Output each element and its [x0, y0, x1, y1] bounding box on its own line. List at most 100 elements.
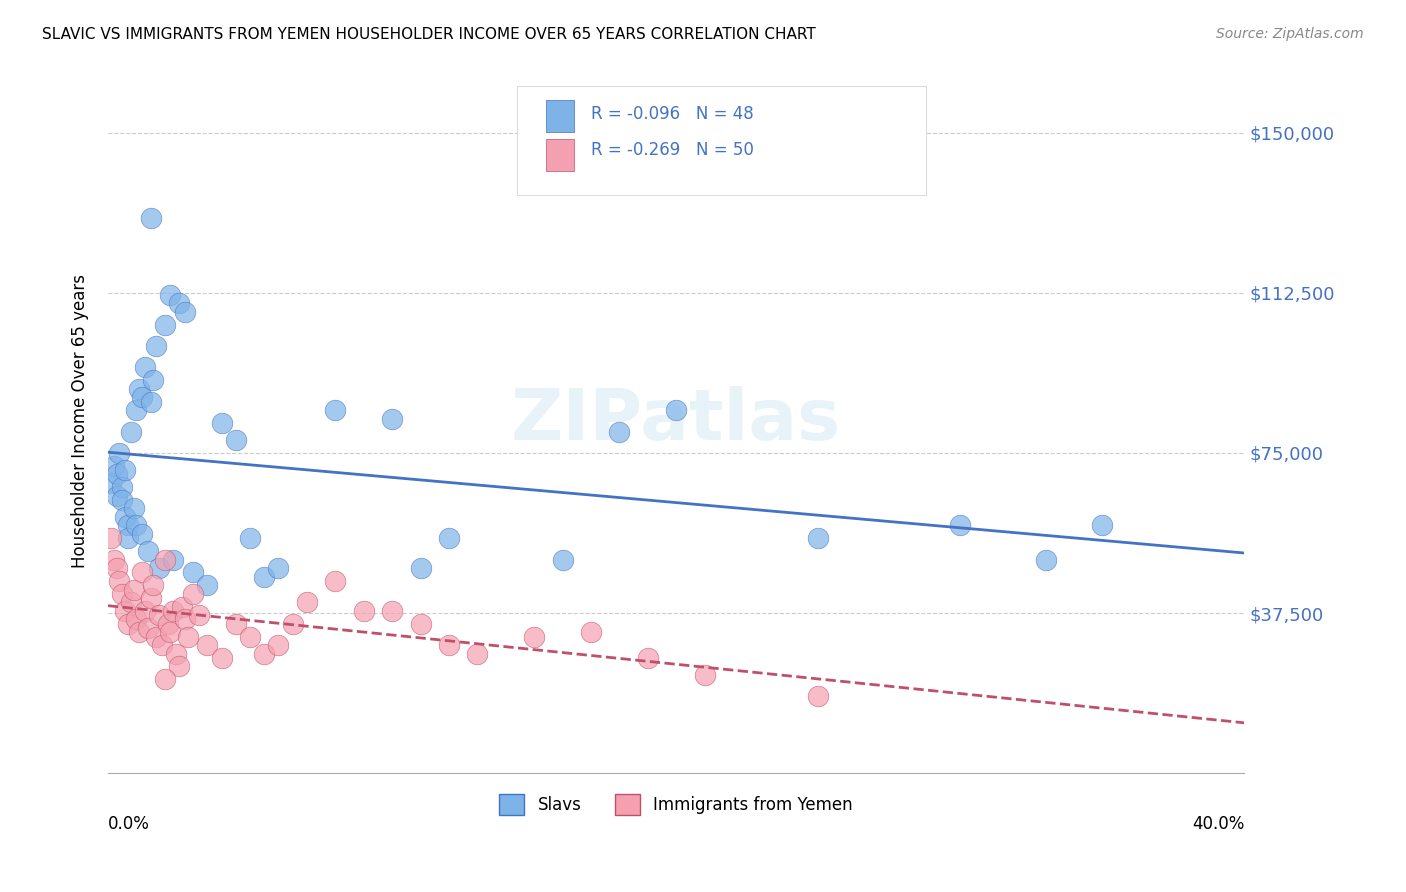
Point [145, 630, 167, 644]
Point [125, 612, 148, 626]
FancyBboxPatch shape [546, 100, 574, 132]
Point [148, 608, 170, 623]
Point [267, 638, 290, 652]
Point [437, 531, 460, 545]
Point [134, 360, 156, 375]
Point [111, 492, 134, 507]
Point [197, 578, 219, 592]
Point [239, 531, 262, 545]
Point [153, 672, 176, 686]
Point [167, 296, 190, 310]
Point [693, 668, 716, 682]
Point [239, 630, 262, 644]
Point [139, 211, 162, 225]
FancyBboxPatch shape [517, 87, 927, 195]
Point [167, 659, 190, 673]
Point [134, 604, 156, 618]
Point [176, 630, 198, 644]
Point [225, 433, 247, 447]
Text: Source: ZipAtlas.com: Source: ZipAtlas.com [1216, 27, 1364, 41]
Legend: Slavs, Immigrants from Yemen: Slavs, Immigrants from Yemen [492, 788, 859, 822]
Point [181, 587, 204, 601]
Point [437, 638, 460, 652]
Point [637, 651, 659, 665]
FancyBboxPatch shape [546, 139, 574, 170]
Text: R = -0.269   N = 50: R = -0.269 N = 50 [591, 141, 754, 159]
Text: 0.0%: 0.0% [108, 815, 150, 833]
Point [125, 518, 148, 533]
Text: ZIPatlas: ZIPatlas [512, 386, 841, 455]
Point [665, 403, 688, 417]
Point [267, 561, 290, 575]
Point [120, 595, 142, 609]
Text: SLAVIC VS IMMIGRANTS FROM YEMEN HOUSEHOLDER INCOME OVER 65 YEARS CORRELATION CHA: SLAVIC VS IMMIGRANTS FROM YEMEN HOUSEHOL… [42, 27, 815, 42]
Point [807, 690, 830, 704]
Point [323, 403, 346, 417]
Point [162, 552, 184, 566]
Point [105, 561, 128, 575]
Point [187, 608, 209, 623]
Point [145, 339, 167, 353]
Point [131, 390, 153, 404]
Point [148, 561, 170, 575]
Point [111, 587, 134, 601]
Point [353, 604, 375, 618]
Point [173, 612, 195, 626]
Point [211, 416, 233, 430]
Point [409, 616, 432, 631]
Point [162, 604, 184, 618]
Point [170, 599, 193, 614]
Point [409, 561, 432, 575]
Point [1091, 518, 1114, 533]
Point [128, 382, 150, 396]
Point [1035, 552, 1057, 566]
Point [103, 458, 125, 473]
Point [111, 480, 134, 494]
Point [165, 647, 187, 661]
Point [225, 616, 247, 631]
Point [551, 552, 574, 566]
Point [103, 552, 125, 566]
Point [381, 604, 404, 618]
Point [579, 625, 602, 640]
Point [253, 647, 276, 661]
Point [211, 651, 233, 665]
Point [381, 411, 404, 425]
Point [105, 467, 128, 482]
Text: 40.0%: 40.0% [1192, 815, 1244, 833]
Point [122, 501, 145, 516]
Point [609, 425, 631, 439]
Point [323, 574, 346, 588]
Point [100, 475, 122, 490]
Point [108, 574, 131, 588]
Point [139, 591, 162, 606]
Point [122, 582, 145, 597]
Point [523, 630, 546, 644]
Point [142, 373, 165, 387]
Point [465, 647, 488, 661]
Point [153, 318, 176, 332]
Point [142, 578, 165, 592]
Point [117, 531, 139, 545]
Point [136, 544, 159, 558]
Point [136, 621, 159, 635]
Point [117, 616, 139, 631]
Point [197, 638, 219, 652]
Point [114, 463, 136, 477]
Point [156, 616, 179, 631]
Y-axis label: Householder Income Over 65 years: Householder Income Over 65 years [72, 274, 89, 568]
Point [117, 518, 139, 533]
Point [128, 625, 150, 640]
Point [159, 625, 181, 640]
Point [105, 489, 128, 503]
Point [120, 425, 142, 439]
Point [131, 527, 153, 541]
Point [131, 566, 153, 580]
Point [173, 305, 195, 319]
Point [114, 510, 136, 524]
Point [253, 570, 276, 584]
Point [139, 394, 162, 409]
Point [108, 446, 131, 460]
Point [295, 595, 318, 609]
Point [100, 531, 122, 545]
